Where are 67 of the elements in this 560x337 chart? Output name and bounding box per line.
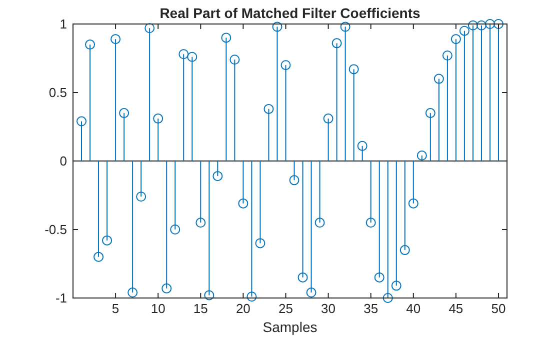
point: [391, 280, 402, 291]
point: [374, 272, 384, 282]
point: [196, 218, 206, 228]
point: [332, 38, 342, 48]
point: [434, 74, 444, 84]
point: [255, 238, 266, 248]
x-tick-label: 20: [236, 301, 250, 316]
point: [110, 34, 121, 44]
point: [416, 150, 427, 161]
point: [264, 104, 274, 114]
y-tick-label: -1: [55, 290, 67, 306]
point: [162, 283, 172, 294]
point: [246, 292, 257, 302]
x-tick-label: 25: [278, 301, 293, 316]
point: [382, 293, 393, 303]
point: [476, 20, 486, 30]
x-tick-label: 15: [193, 301, 208, 316]
point: [85, 40, 96, 50]
point: [468, 20, 478, 30]
point: [221, 32, 232, 43]
x-tick-label: 45: [448, 301, 464, 316]
point: [178, 49, 189, 60]
point: [400, 245, 410, 256]
y-tick-label: 1: [60, 16, 67, 32]
y-tick-label: -0.5: [44, 222, 67, 238]
x-tick-label: 10: [150, 301, 166, 316]
point: [76, 116, 87, 126]
point: [306, 288, 316, 298]
point: [153, 114, 164, 124]
y-tick-label: 0: [60, 154, 67, 169]
point: [323, 114, 334, 124]
point: [119, 108, 130, 118]
point: [348, 64, 359, 74]
point: [136, 192, 146, 202]
point: [450, 34, 461, 44]
point: [187, 52, 198, 62]
point: [408, 198, 418, 208]
point: [144, 23, 155, 34]
point: [102, 235, 112, 246]
point: [289, 175, 300, 186]
point: [230, 54, 240, 65]
point: [425, 108, 436, 118]
chart-title: Real Part of Matched Filter Coefficients: [160, 5, 421, 21]
point: [128, 288, 138, 298]
x-tick-label: 5: [112, 301, 120, 316]
point: [212, 171, 223, 182]
point: [493, 19, 504, 29]
x-tick-label: 40: [406, 301, 421, 316]
x-tick-label: 35: [364, 301, 378, 316]
x-axis-title: Samples: [262, 319, 318, 335]
point: [314, 218, 325, 228]
point: [280, 60, 291, 70]
point: [459, 26, 470, 36]
x-tick-label: 30: [321, 301, 336, 316]
point: [442, 50, 452, 61]
x-tick-label: 50: [491, 301, 506, 316]
point: [94, 252, 104, 262]
point: [298, 272, 308, 282]
point: [340, 22, 350, 32]
point: [366, 218, 376, 228]
point: [484, 19, 495, 29]
point: [272, 22, 282, 32]
point: [357, 140, 368, 151]
point: [238, 198, 248, 208]
point: [170, 224, 180, 234]
y-tick-label: 0.5: [48, 85, 67, 100]
point: [204, 290, 214, 300]
